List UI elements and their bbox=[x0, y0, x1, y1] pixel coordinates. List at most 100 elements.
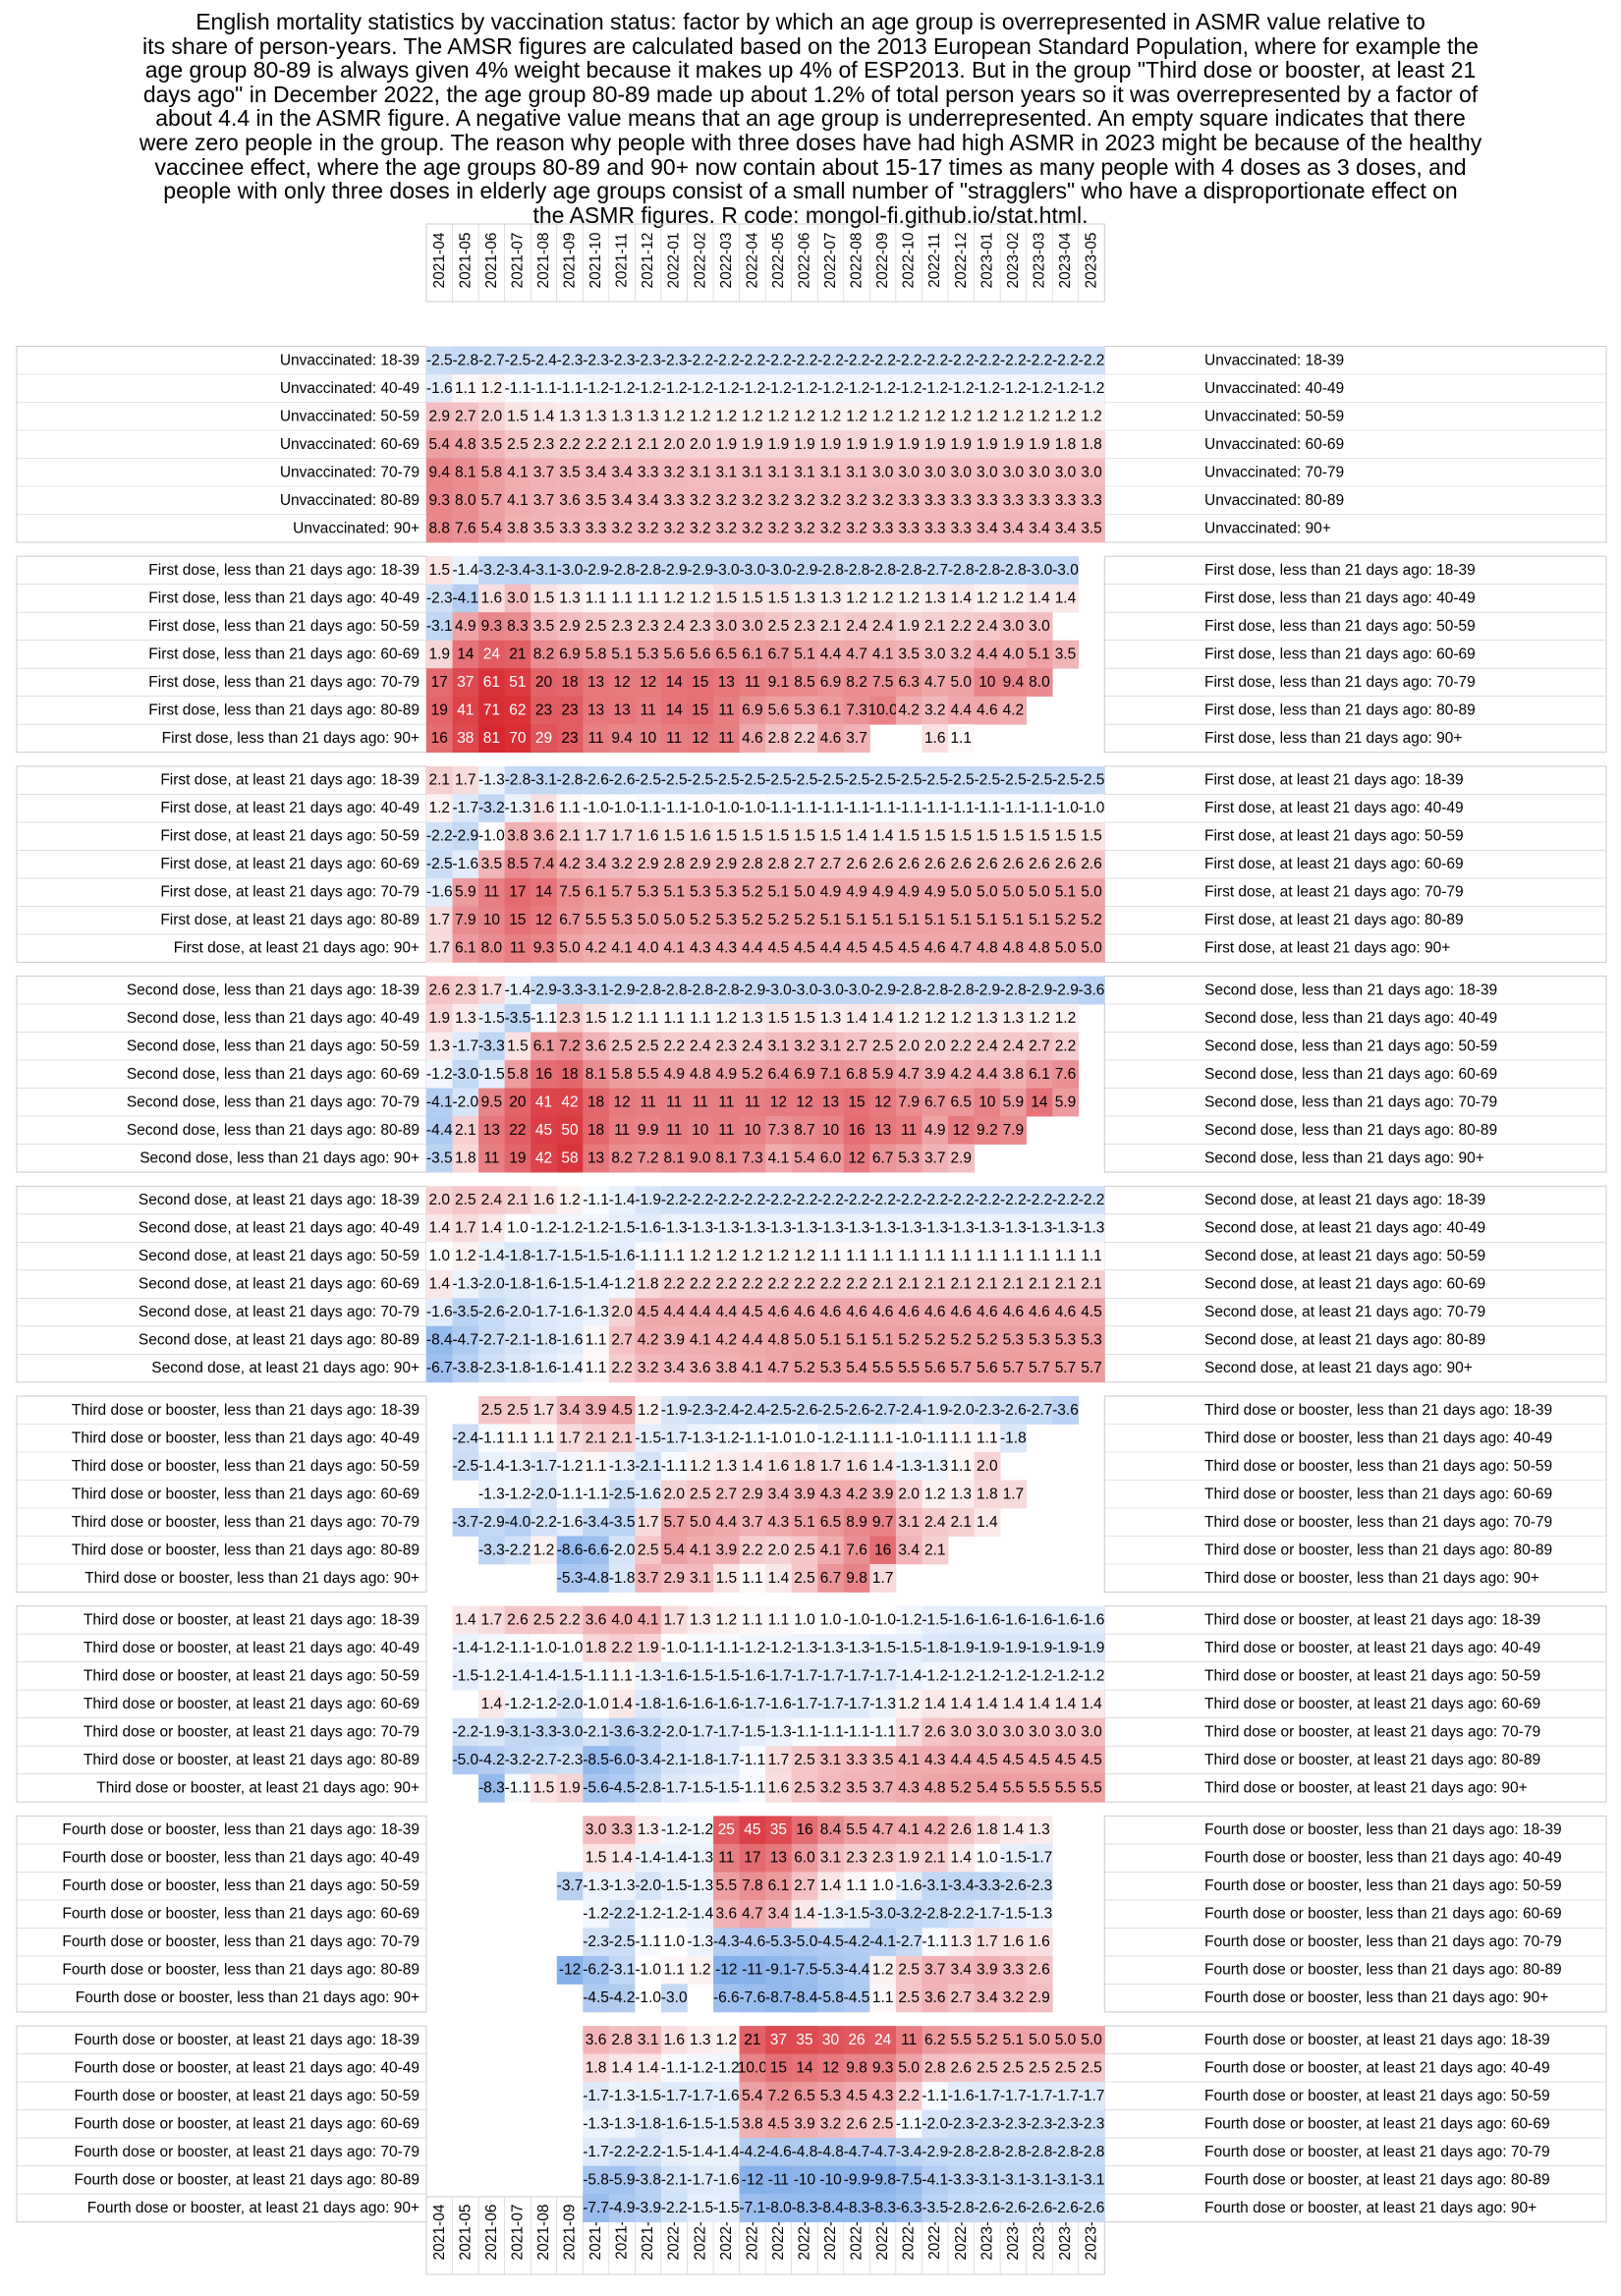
cell-value: 3.5 bbox=[872, 1752, 894, 1768]
cell-value: 1.9 bbox=[898, 618, 920, 635]
cell-value: 3.9 bbox=[716, 1541, 738, 1558]
cell-value: 1.5 bbox=[1029, 828, 1050, 845]
row-label-left: First dose, at least 21 days ago: 50-59 bbox=[160, 828, 419, 845]
row-label-left: Unvaccinated: 60-69 bbox=[280, 436, 419, 453]
cell-value: 5.0 bbox=[794, 884, 815, 901]
cell-value: 1.1 bbox=[559, 800, 581, 816]
cell-value: -1.1 bbox=[505, 1640, 531, 1656]
cell-value: -2.2 bbox=[609, 2144, 636, 2160]
row-label-right: Fourth dose or booster, less than 21 day… bbox=[1204, 1821, 1562, 1838]
cell-value: 2.5 bbox=[690, 1485, 711, 1502]
cell-value: -1.4 bbox=[583, 1276, 609, 1293]
cell-value: -1.5 bbox=[583, 1248, 609, 1264]
cell-value: 4.7 bbox=[924, 674, 946, 691]
heatmap-cell bbox=[635, 514, 662, 543]
cell-value: -5.9 bbox=[609, 2171, 636, 2188]
cell-value: 13 bbox=[587, 674, 604, 691]
cell-value: 5.6 bbox=[924, 1360, 946, 1376]
row-label-left: Third dose or booster, less than 21 days… bbox=[72, 1429, 419, 1446]
cell-value: -6.6 bbox=[713, 1989, 740, 2006]
cell-value: 3.0 bbox=[716, 618, 738, 635]
cell-value: 13 bbox=[718, 674, 735, 691]
cell-value: -1.2 bbox=[765, 1640, 792, 1656]
cell-value: 1.3 bbox=[638, 408, 659, 424]
cell-value: 1.4 bbox=[742, 1458, 763, 1475]
cell-value: -2.3 bbox=[974, 1402, 1000, 1419]
cell-value: 5.5 bbox=[872, 1360, 894, 1376]
cell-value: -1.1 bbox=[557, 1485, 584, 1502]
cell-value: 2.9 bbox=[1029, 1989, 1050, 2006]
bottom-month-label: 2021-09 bbox=[562, 2205, 579, 2261]
cell-value: 3.4 bbox=[611, 464, 633, 480]
heatmap-cell bbox=[1052, 486, 1080, 515]
cell-value: -1.7 bbox=[792, 1696, 818, 1712]
heatmap-cell bbox=[531, 458, 558, 487]
heatmap-cell bbox=[1052, 374, 1080, 403]
heatmap-cell bbox=[895, 402, 922, 431]
cell-value: 4.6 bbox=[846, 1304, 867, 1320]
cell-value: 2.9 bbox=[638, 856, 659, 872]
cell-value: 1.2 bbox=[898, 408, 920, 424]
cell-value: 3.7 bbox=[742, 1514, 763, 1531]
cell-value: 3.2 bbox=[768, 520, 790, 536]
cell-value: 1.7 bbox=[455, 772, 476, 789]
cell-value: 1.1 bbox=[1029, 1248, 1050, 1264]
cell-value: -2.6 bbox=[1052, 2200, 1079, 2216]
cell-value: 2.8 bbox=[924, 2059, 946, 2076]
cell-value: -6.2 bbox=[583, 1962, 609, 1979]
cell-value: 5.4 bbox=[977, 1779, 998, 1796]
cell-value: -1.1 bbox=[844, 800, 870, 816]
cell-value: -1.2 bbox=[583, 1220, 609, 1237]
row-label-right: Unvaccinated: 70-79 bbox=[1204, 464, 1344, 480]
cell-value: -2.9 bbox=[661, 562, 688, 579]
cell-value: 1.3 bbox=[950, 1485, 972, 1502]
cell-value: -2.2 bbox=[1000, 352, 1027, 368]
cell-value: 1.0 bbox=[663, 1933, 685, 1950]
cell-value: 5.0 bbox=[663, 912, 685, 928]
cell-value: 3.4 bbox=[977, 520, 998, 536]
bottom-month-label: 2021-04 bbox=[431, 2204, 448, 2260]
cell-value: 19 bbox=[509, 1149, 526, 1166]
cell-value: -8.3 bbox=[478, 1779, 505, 1796]
cell-value: 8.1 bbox=[663, 1149, 685, 1166]
cell-value: 1.1 bbox=[533, 1429, 555, 1446]
cell-value: -2.2 bbox=[817, 1192, 844, 1208]
cell-value: 1.2 bbox=[533, 1541, 555, 1558]
cell-value: 9.7 bbox=[872, 1514, 894, 1531]
cell-value: -4.0 bbox=[505, 1514, 531, 1531]
cell-value: 1.6 bbox=[533, 800, 555, 816]
cell-value: 1.4 bbox=[455, 1611, 476, 1628]
row-label-left: Third dose or booster, less than 21 days… bbox=[72, 1514, 419, 1531]
cell-value: 11 bbox=[666, 1122, 682, 1139]
cell-value: 1.7 bbox=[586, 828, 607, 845]
top-month-label: 2021-07 bbox=[509, 233, 526, 289]
cell-value: -5.3 bbox=[817, 1962, 844, 1979]
cell-value: -1.8 bbox=[635, 1696, 661, 1712]
cell-value: 12 bbox=[614, 674, 631, 691]
cell-value: -3.3 bbox=[531, 1723, 557, 1740]
cell-value: 4.8 bbox=[455, 436, 476, 453]
row-label-right: Fourth dose or booster, at least 21 days… bbox=[1204, 2200, 1537, 2216]
cell-value: 1.6 bbox=[768, 1458, 790, 1475]
heatmap-cell bbox=[478, 458, 506, 487]
cell-value: -2.5 bbox=[426, 856, 453, 872]
cell-value: 5.4 bbox=[742, 2088, 763, 2104]
top-month-label: 2022-10 bbox=[901, 232, 918, 288]
cell-value: 4.8 bbox=[768, 1332, 790, 1349]
cell-value: 3.8 bbox=[507, 520, 529, 536]
cell-value: 3.5 bbox=[481, 856, 503, 872]
heatmap-cell bbox=[452, 430, 479, 459]
row-label-right: Fourth dose or booster, less than 21 day… bbox=[1204, 1850, 1562, 1867]
cell-value: -1.2 bbox=[896, 380, 922, 397]
top-month-label: 2022-12 bbox=[953, 233, 970, 289]
cell-value: 1.2 bbox=[716, 408, 738, 424]
cell-value: 5.2 bbox=[898, 1332, 920, 1349]
cell-value: -1.2 bbox=[792, 380, 818, 397]
top-month-label: 2023-02 bbox=[1005, 233, 1022, 289]
cell-value: -1.7 bbox=[583, 2088, 609, 2104]
cell-value: -4.5 bbox=[609, 1779, 636, 1796]
cell-value: 2.2 bbox=[742, 1541, 763, 1558]
heatmap-cell bbox=[895, 556, 922, 586]
row-label-right: First dose, at least 21 days ago: 60-69 bbox=[1204, 856, 1464, 872]
cell-value: 3.5 bbox=[533, 618, 555, 635]
